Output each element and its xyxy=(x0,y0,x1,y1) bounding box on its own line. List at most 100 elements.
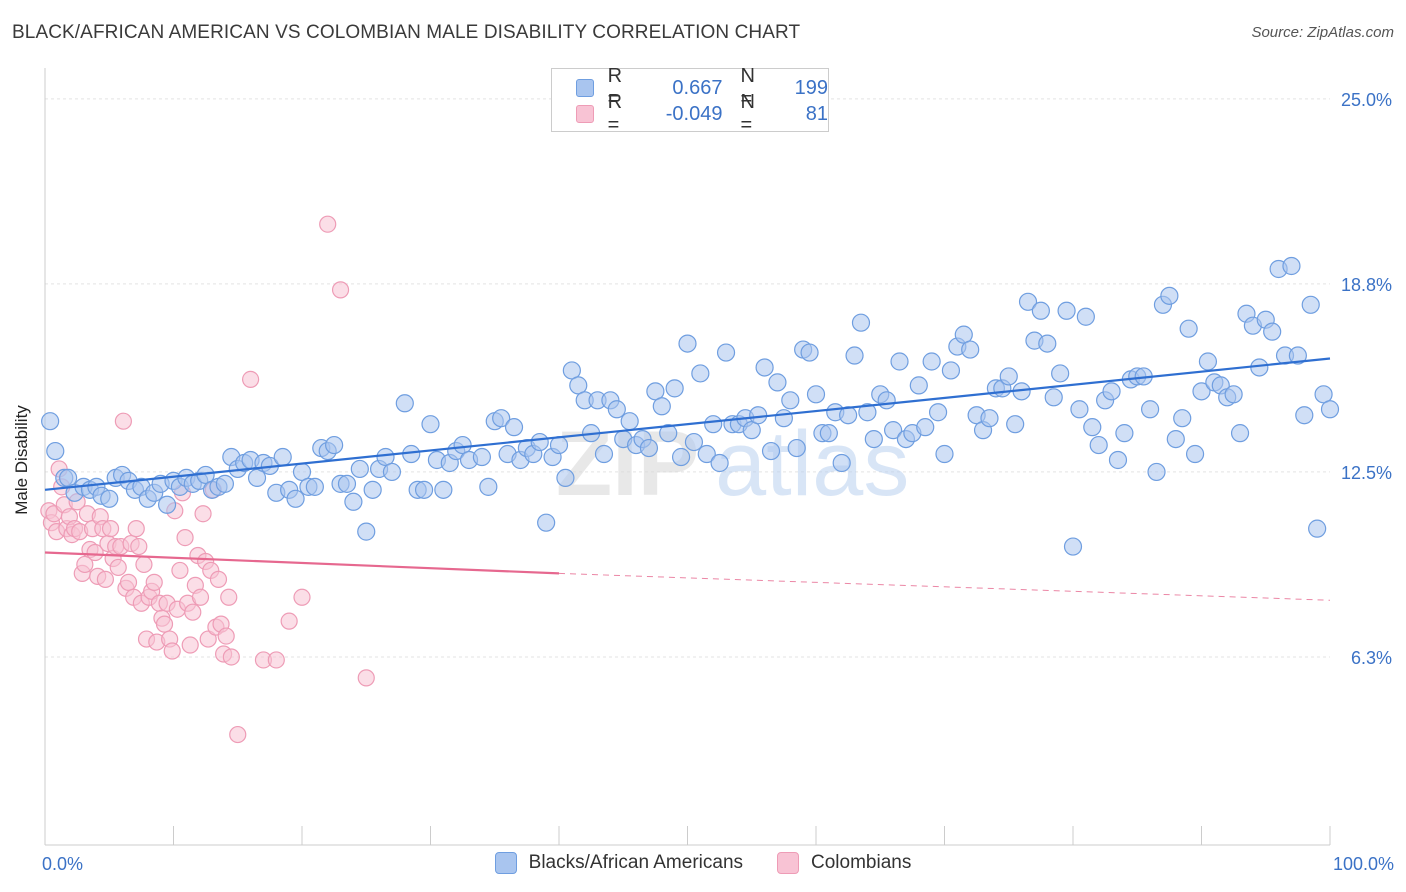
colombians-point xyxy=(194,505,212,523)
legend-row-blacks: R = 0.667 N = 199 xyxy=(576,65,828,110)
colombians-point xyxy=(176,528,194,547)
colombians-point xyxy=(130,537,148,556)
blacks-point xyxy=(1038,334,1057,353)
blacks-point xyxy=(472,447,491,467)
blacks-point xyxy=(941,361,961,380)
blacks-point xyxy=(864,430,883,449)
legend-swatch-pink xyxy=(576,105,594,123)
blacks-point xyxy=(1263,322,1282,341)
blacks-point xyxy=(1295,406,1314,425)
blacks-point xyxy=(928,403,948,422)
blacks-point xyxy=(363,480,382,499)
colombians-point xyxy=(222,648,240,666)
colombians-point xyxy=(242,370,260,389)
blacks-point xyxy=(851,313,871,332)
blacks-point xyxy=(620,412,639,431)
blacks-point xyxy=(1070,400,1089,419)
chart-title: BLACK/AFRICAN AMERICAN VS COLOMBIAN MALE… xyxy=(12,22,801,43)
legend-item-colombians: Colombians xyxy=(777,852,911,874)
blacks-trend-line xyxy=(44,357,1331,491)
colombians-points xyxy=(40,215,375,744)
blacks-point xyxy=(1147,462,1166,482)
blacks-point xyxy=(414,480,434,499)
blacks-point xyxy=(1031,301,1050,320)
blacks-point xyxy=(157,495,177,514)
blacks-point xyxy=(652,397,671,416)
r-value: 0.667 xyxy=(672,76,723,99)
blacks-point xyxy=(1288,346,1307,365)
blacks-point xyxy=(434,480,453,499)
colombians-point xyxy=(114,412,132,430)
blacks-point xyxy=(350,459,369,479)
blacks-point xyxy=(1006,415,1025,434)
colombians-point xyxy=(181,636,199,654)
n-label: N = xyxy=(740,65,755,110)
blacks-point xyxy=(639,438,659,458)
colombians-point xyxy=(171,561,189,580)
colombians-point xyxy=(229,725,247,744)
blacks-point xyxy=(273,447,292,467)
blacks-point xyxy=(504,418,524,437)
blacks-point xyxy=(421,415,440,434)
blacks-point xyxy=(1102,382,1121,401)
colombians-point xyxy=(191,588,210,606)
r-label: R = xyxy=(607,91,623,136)
blacks-point xyxy=(761,441,781,461)
blacks-point xyxy=(781,391,800,410)
blacks-point xyxy=(607,400,626,419)
x-tick-label: 100.0% xyxy=(1333,854,1394,874)
blacks-point xyxy=(890,352,909,371)
blacks-point xyxy=(357,522,376,541)
blacks-point xyxy=(961,340,980,359)
colombians-point xyxy=(319,215,337,233)
colombians-point xyxy=(127,520,145,538)
blacks-point xyxy=(325,435,344,455)
blacks-point xyxy=(980,409,999,428)
x-tick-label: 0.0% xyxy=(42,854,83,874)
blacks-point xyxy=(768,373,787,392)
blacks-point xyxy=(1160,286,1179,305)
blacks-point xyxy=(819,424,838,443)
blacks-point xyxy=(858,403,877,422)
blacks-point xyxy=(337,474,357,493)
blacks-point xyxy=(1230,424,1250,443)
y-tick-label: 18.8% xyxy=(1341,275,1392,295)
colombians-point xyxy=(145,573,163,591)
colombians-point xyxy=(163,642,181,660)
blacks-point xyxy=(286,489,305,508)
colombians-point xyxy=(220,588,238,606)
blacks-point xyxy=(1301,295,1320,314)
colombians-point xyxy=(101,520,120,538)
y-tick-label: 25.0% xyxy=(1341,90,1392,110)
colombians-point xyxy=(109,558,127,577)
tick-labels: 6.3% 12.5% 18.8% 25.0% 0.0% 100.0% xyxy=(42,90,1394,874)
blacks-point xyxy=(1185,444,1205,464)
colombians-point xyxy=(357,669,375,687)
blacks-point xyxy=(710,453,729,473)
blacks-point xyxy=(594,444,614,464)
colombians-point xyxy=(209,570,228,588)
colombians-point xyxy=(267,651,285,669)
blacks-point xyxy=(659,424,678,443)
n-value: 81 xyxy=(805,102,828,125)
blacks-point xyxy=(1115,424,1134,443)
blacks-point xyxy=(1051,364,1070,383)
blacks-point xyxy=(479,477,498,496)
blacks-point xyxy=(1089,435,1108,455)
blacks-point xyxy=(1173,409,1192,428)
colombians-trend-line xyxy=(44,551,560,575)
legend-item-blacks: Blacks/African Americans xyxy=(494,852,743,874)
blacks-point xyxy=(678,334,697,353)
blacks-point xyxy=(382,462,402,482)
colombians-point xyxy=(135,555,153,574)
colombians-point xyxy=(119,573,138,591)
blacks-point xyxy=(749,406,768,425)
colombians-point xyxy=(86,543,104,562)
blacks-point xyxy=(684,432,704,452)
blacks-point xyxy=(671,447,691,467)
blacks-point xyxy=(806,385,826,404)
legend-swatch-blue xyxy=(576,79,594,97)
blacks-point xyxy=(691,364,710,383)
blacks-point xyxy=(1320,400,1340,419)
